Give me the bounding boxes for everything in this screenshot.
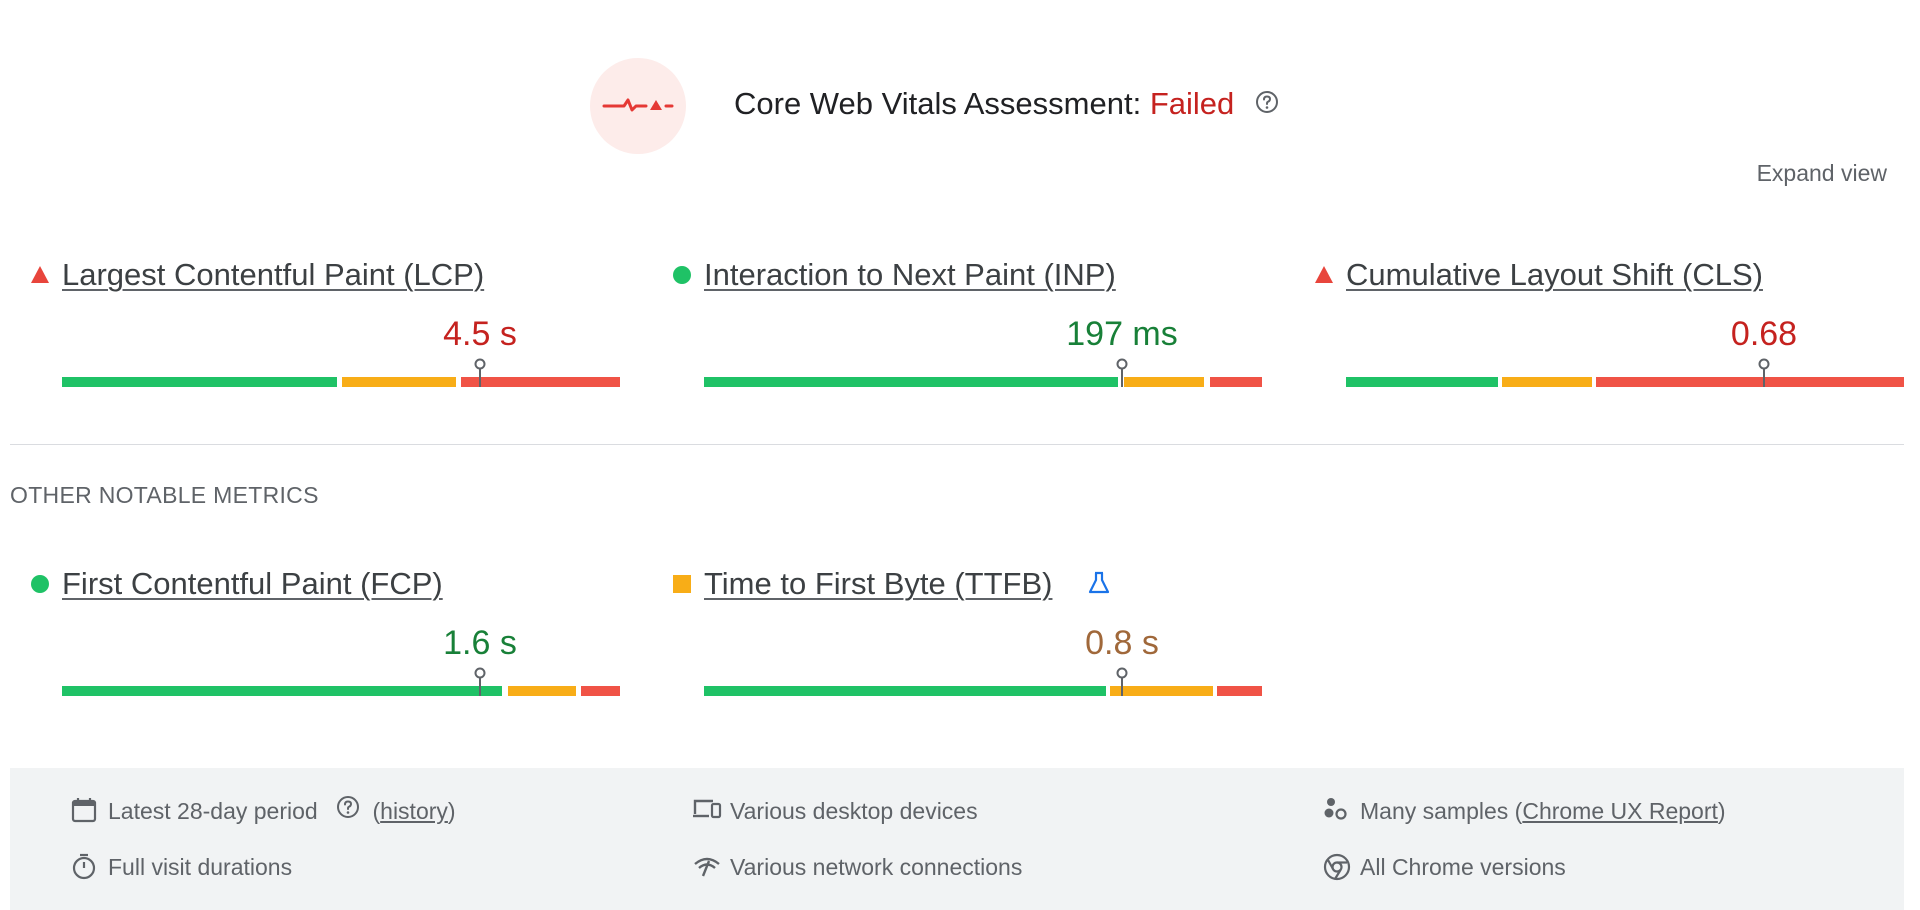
section-divider [10,444,1904,445]
timer-icon [70,852,98,887]
metric-value-cls: 0.68 [1730,315,1798,353]
calendar-icon [70,796,98,831]
footer-visits-text: Full visit durations [108,854,293,880]
bar-segment-good [62,686,502,696]
red-triangle-icon [30,265,50,290]
footer-samples-text: Many samples ( [1360,798,1523,824]
bar-segment-poor [1217,686,1262,696]
bar-segment-good [704,686,1106,696]
failed-pulse-icon [602,98,674,112]
flask-icon[interactable] [1086,570,1112,601]
bar-segment-needs-improvement [1110,686,1213,696]
metric-cls: Cumulative Layout Shift (CLS) 0.68 [1314,256,1904,396]
footer-versions-text: All Chrome versions [1360,854,1566,880]
metric-name-fcp[interactable]: First Contentful Paint (FCP) [62,566,443,601]
metric-name-ttfb[interactable]: Time to First Byte (TTFB) [704,566,1053,601]
metric-fcp: First Contentful Paint (FCP) 1.6 s [30,565,620,705]
assessment-status: Failed [1149,86,1235,121]
percentile-marker-icon [1116,667,1128,696]
bar-segment-poor [461,377,620,387]
devices-icon [692,796,722,831]
metric-name-cls[interactable]: Cumulative Layout Shift (CLS) [1346,257,1763,292]
bar-segment-needs-improvement [1124,377,1204,387]
footer-samples-text-end: ) [1717,798,1726,824]
percentile-marker-icon [1758,358,1770,387]
metric-inp: Interaction to Next Paint (INP) 197 ms [672,256,1262,396]
bar-segment-needs-improvement [508,686,576,696]
footer-period-text: Latest 28-day period [108,798,318,824]
bar-segment-good [704,377,1118,387]
percentile-marker-icon [474,667,486,696]
chrome-icon [1322,852,1352,889]
report-details-footer: Latest 28-day period (history) Full visi… [10,768,1904,910]
bar-segment-needs-improvement [1502,377,1592,387]
orange-square-icon [672,574,692,599]
metric-value-lcp: 4.5 s [443,315,517,353]
green-circle-icon [672,265,692,290]
bar-segment-needs-improvement [342,377,456,387]
other-metrics-label: OTHER NOTABLE METRICS [10,482,319,508]
green-circle-icon [30,574,50,599]
percentile-marker-icon [474,358,486,387]
assessment-title: Core Web Vitals Assessment: Failed [734,84,1279,124]
footer-devices-text: Various desktop devices [730,798,978,824]
help-circle-icon[interactable] [1255,84,1279,124]
assessment-title-prefix: Core Web Vitals Assessment: [734,86,1150,121]
bar-segment-poor [1210,377,1262,387]
red-triangle-icon [1314,265,1334,290]
assessment-badge [590,58,686,154]
footer-network-text: Various network connections [730,854,1023,880]
metric-ttfb: Time to First Byte (TTFB) 0.8 s [672,565,1262,705]
distribution-bar-inp [704,358,1262,387]
samples-icon [1322,796,1350,831]
metric-name-lcp[interactable]: Largest Contentful Paint (LCP) [62,257,485,292]
metric-value-inp: 197 ms [1066,315,1178,353]
chrome-ux-report-link[interactable]: Chrome UX Report [1522,798,1718,824]
bar-segment-poor [581,686,620,696]
help-circle-icon[interactable] [336,795,360,826]
network-icon [692,852,722,887]
metric-name-inp[interactable]: Interaction to Next Paint (INP) [704,257,1116,292]
distribution-bar-cls [1346,358,1904,387]
metric-value-ttfb: 0.8 s [1085,624,1159,662]
metric-lcp: Largest Contentful Paint (LCP) 4.5 s [30,256,620,396]
bar-segment-good [62,377,337,387]
distribution-bar-fcp [62,667,620,696]
metric-value-fcp: 1.6 s [443,624,517,662]
bar-segment-poor [1596,377,1904,387]
distribution-bar-ttfb [704,667,1262,696]
expand-view-button[interactable]: Expand view [1756,160,1887,186]
history-link[interactable]: history [380,798,448,824]
percentile-marker-icon [1116,358,1128,387]
distribution-bar-lcp [62,358,620,387]
bar-segment-good [1346,377,1498,387]
